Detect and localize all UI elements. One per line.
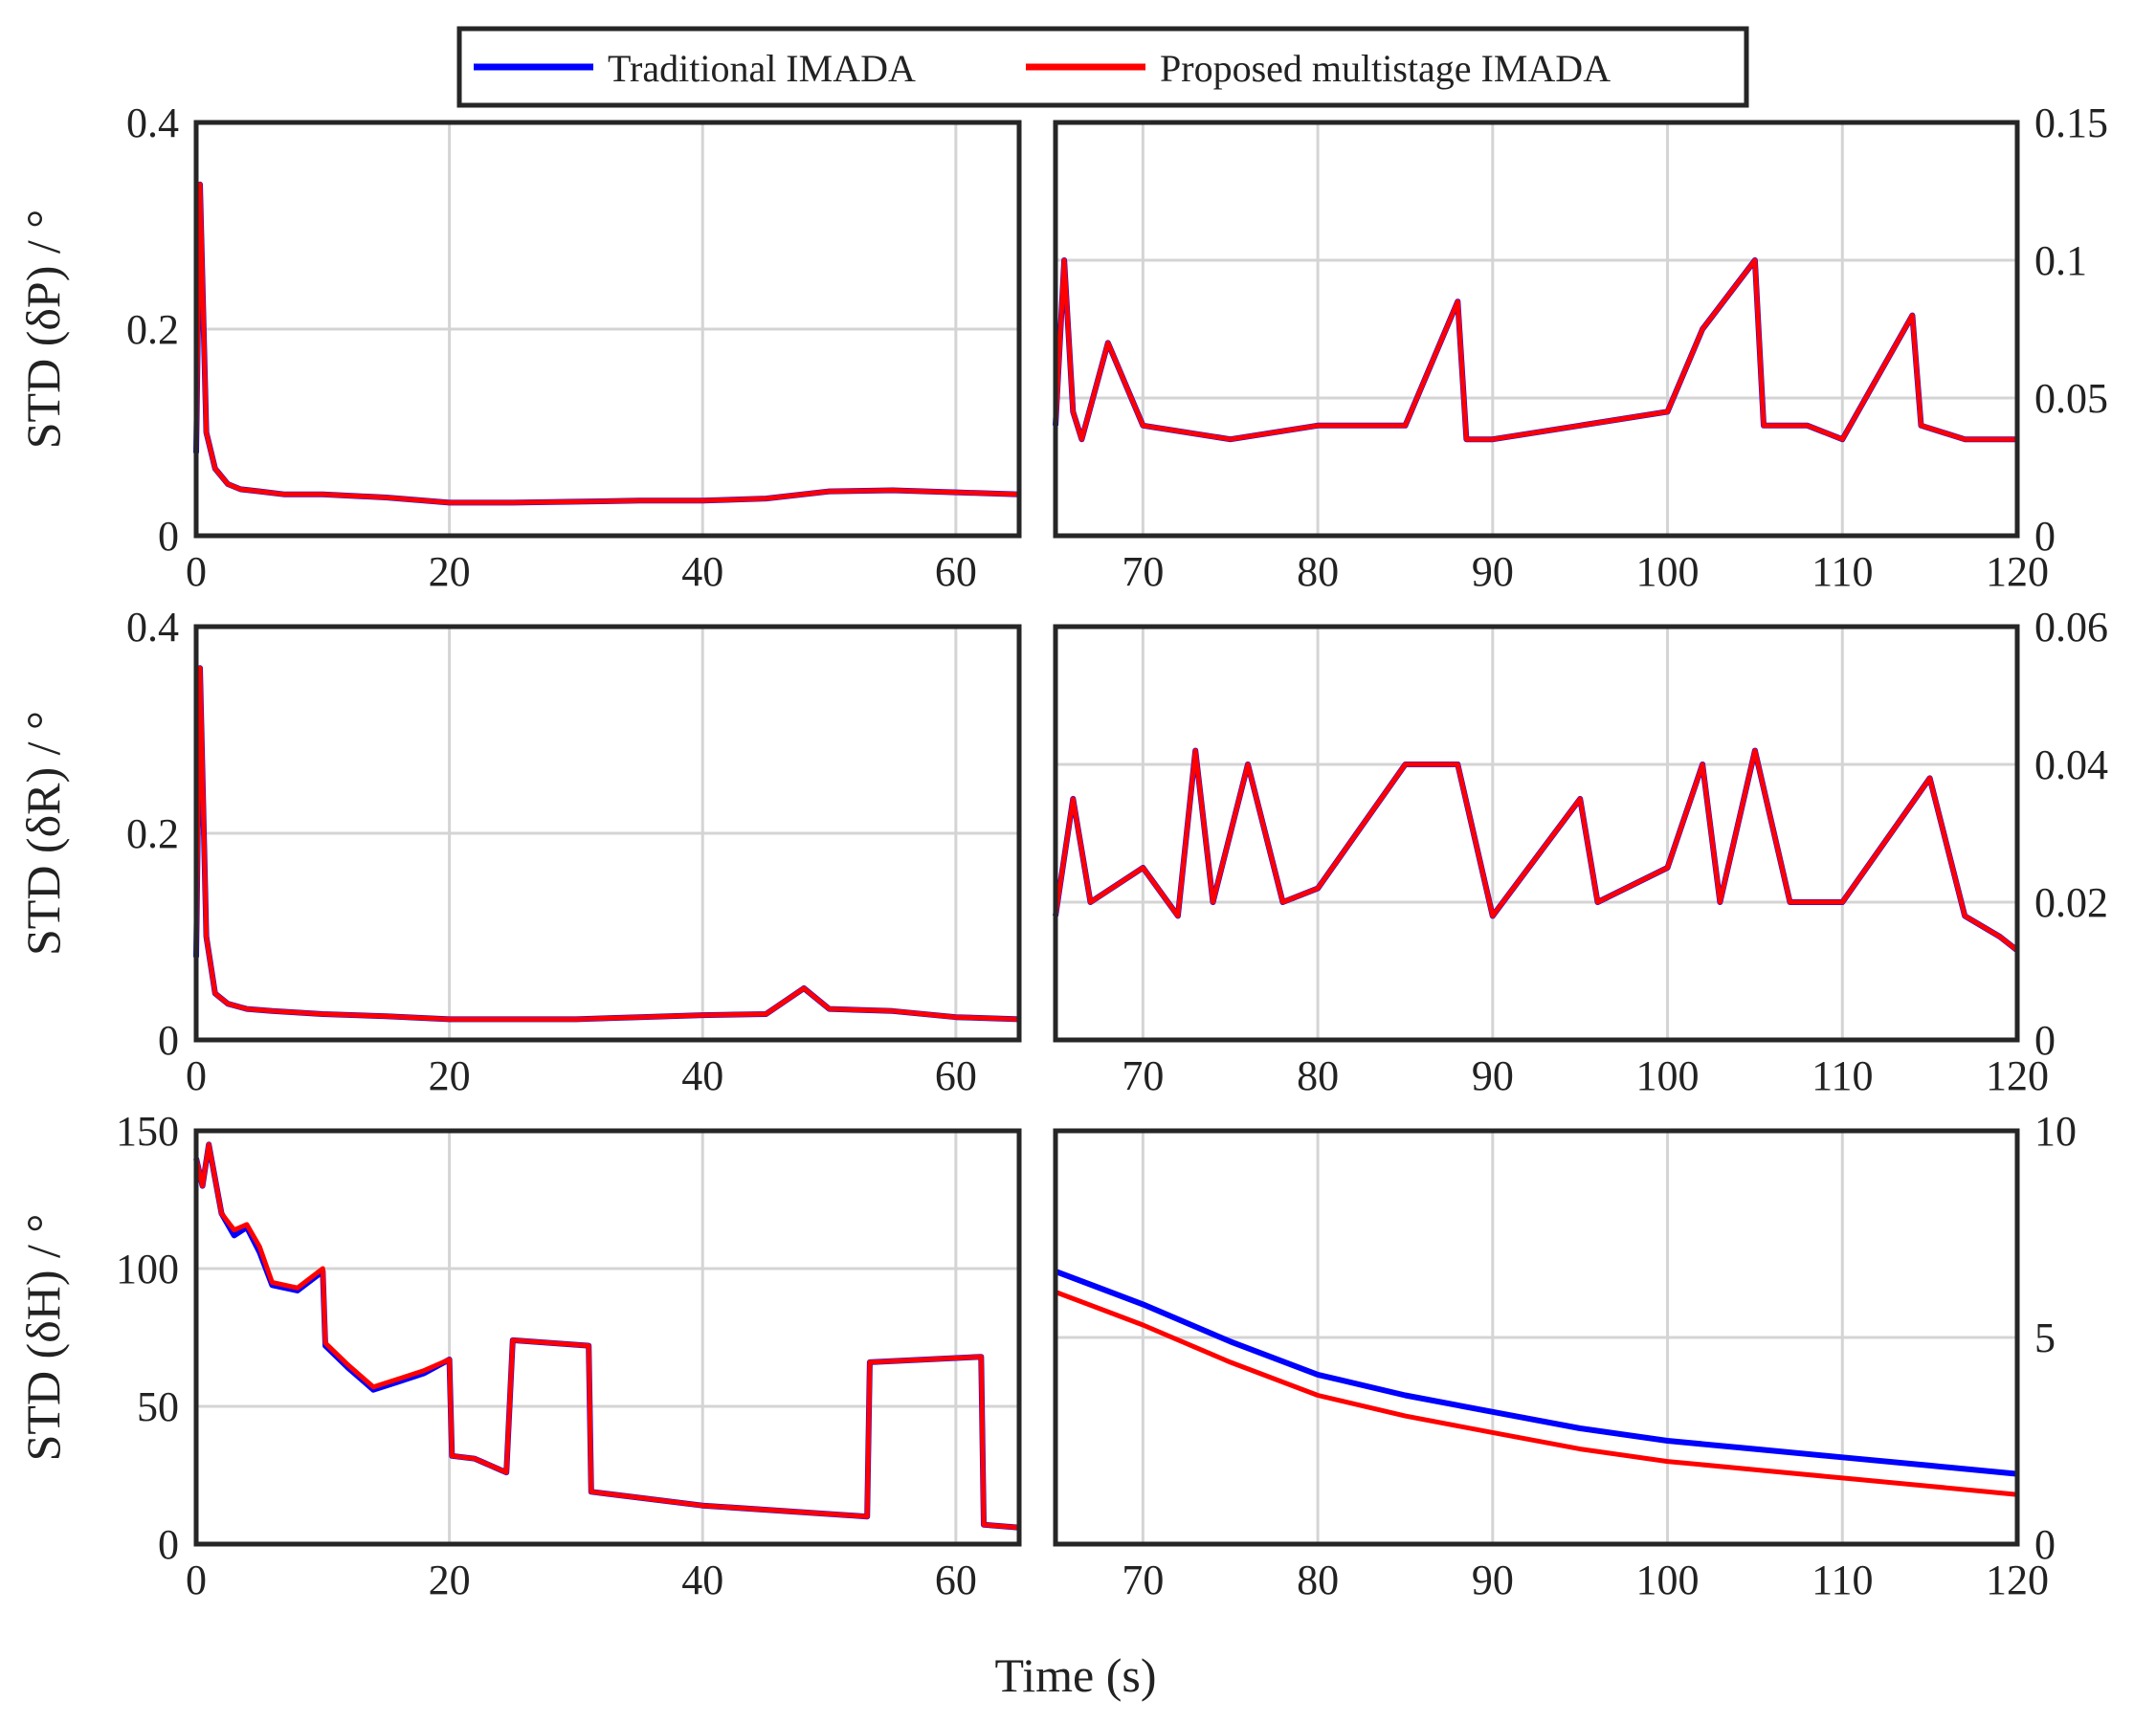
row2-left-series-traditional [193,665,1020,1023]
row1-left-axes-frame [193,120,1022,539]
row2-left-ytick-label: 0.2 [126,810,179,857]
row1-right-ytick-label: 0.15 [2034,99,2108,146]
row3-right-xtick-label: 70 [1122,1557,1164,1603]
row3-right-xtick-label: 110 [1811,1557,1873,1603]
row2-right-ytick-label: 0.02 [2034,879,2108,926]
row2-right-xtick-label: 70 [1122,1052,1164,1099]
row3-left-ytick-label: 100 [116,1246,179,1292]
row3-right-ytick-label: 0 [2034,1521,2056,1568]
row1-right-series-traditional [1053,257,2017,443]
row3-left-xtick-label: 20 [429,1557,471,1603]
row3-right-series-traditional [1054,1269,2018,1477]
row1-left-series-traditional [193,181,1020,506]
row3-right-axes-frame [1053,1128,2020,1547]
row2-right-xtick-label: 90 [1472,1052,1514,1099]
row3-left-ytick-label: 50 [137,1383,179,1430]
row3-right-ytick-label: 10 [2034,1108,2077,1155]
row2-right-xtick-label: 110 [1811,1052,1873,1099]
row2-left-axes-frame [193,624,1022,1043]
row1-left-series-proposed [193,182,1020,505]
row3-right-xtick-label: 120 [1986,1557,2049,1603]
legend: Traditional IMADA Proposed multistage IM… [456,26,1749,108]
row1-left-ytick-label: 0.2 [126,306,179,353]
row2-left-ytick-label: 0 [158,1017,179,1064]
row3-left-xtick-label: 40 [681,1557,723,1603]
row3-left-ytick-label: 0 [158,1521,179,1568]
row2-left-xtick-label: 40 [681,1052,723,1099]
row1-left-ytick-label: 0.4 [126,99,179,146]
series-lines [193,181,2019,1531]
row2-right-xtick-label: 120 [1986,1052,2049,1099]
x-axis-label: Time (s) [994,1648,1156,1702]
row1-right-xtick-label: 80 [1297,548,1339,595]
row1-right-xtick-label: 100 [1636,548,1700,595]
row3-right-series-proposed [1055,1290,2018,1497]
row1-right-xtick-label: 70 [1122,548,1164,595]
row3-left-series-traditional [193,1141,1020,1531]
row3-left-axes-frame [193,1128,1022,1547]
legend-label-traditional: Traditional IMADA [608,47,916,90]
row2-left-ytick-label: 0.4 [126,604,179,651]
row2-right-series-proposed [1053,748,2019,953]
row2-right-ytick-label: 0 [2034,1017,2056,1064]
axes-frames [193,120,2020,1547]
row1-right-axes-frame [1053,120,2020,539]
row1-right-ytick-label: 0 [2034,513,2056,560]
row3-right-xtick-label: 100 [1636,1557,1700,1603]
row2-left-xtick-label: 20 [429,1052,471,1099]
row2-left-xtick-label: 60 [935,1052,977,1099]
row1-y-axis-label: STD (δP) / ° [16,210,70,450]
row3-left-series-proposed [193,1141,1020,1531]
row1-right-xtick-label: 110 [1811,548,1873,595]
row1-right-ytick-label: 0.05 [2034,375,2108,422]
row3-left-ytick-label: 150 [116,1108,179,1155]
gridlines [194,121,2019,1546]
row1-left-xtick-label: 40 [681,548,723,595]
row1-right-xtick-label: 120 [1986,548,2049,595]
row3-right-xtick-label: 90 [1472,1557,1514,1603]
row1-right-xtick-label: 90 [1472,548,1514,595]
row2-right-xtick-label: 80 [1297,1052,1339,1099]
row1-left-ytick-label: 0 [158,513,179,560]
row3-left-xtick-label: 60 [935,1557,977,1603]
legend-label-proposed: Proposed multistage IMADA [1160,47,1611,90]
row1-left-xtick-label: 20 [429,548,471,595]
row3-right-ytick-label: 5 [2034,1314,2056,1361]
row2-left-xtick-label: 0 [186,1052,207,1099]
row2-left-series-proposed [193,665,1020,1022]
row1-right-series-proposed [1053,257,2017,442]
row2-right-ytick-label: 0.06 [2034,604,2108,651]
row3-right-xtick-label: 80 [1297,1557,1339,1603]
row1-left-xtick-label: 60 [935,548,977,595]
row2-y-axis-label: STD (δR) / ° [16,711,70,956]
row3-y-axis-label: STD (δH) / ° [16,1214,70,1462]
row1-left-xtick-label: 0 [186,548,207,595]
row2-right-axes-frame [1053,624,2020,1043]
row2-right-ytick-label: 0.04 [2034,741,2108,788]
axis-labels: STD (δP) / ° STD (δR) / ° STD (δH) / ° [16,210,70,1462]
row1-right-ytick-label: 0.1 [2034,237,2087,284]
row2-right-xtick-label: 100 [1636,1052,1700,1099]
row3-left-xtick-label: 0 [186,1557,207,1603]
